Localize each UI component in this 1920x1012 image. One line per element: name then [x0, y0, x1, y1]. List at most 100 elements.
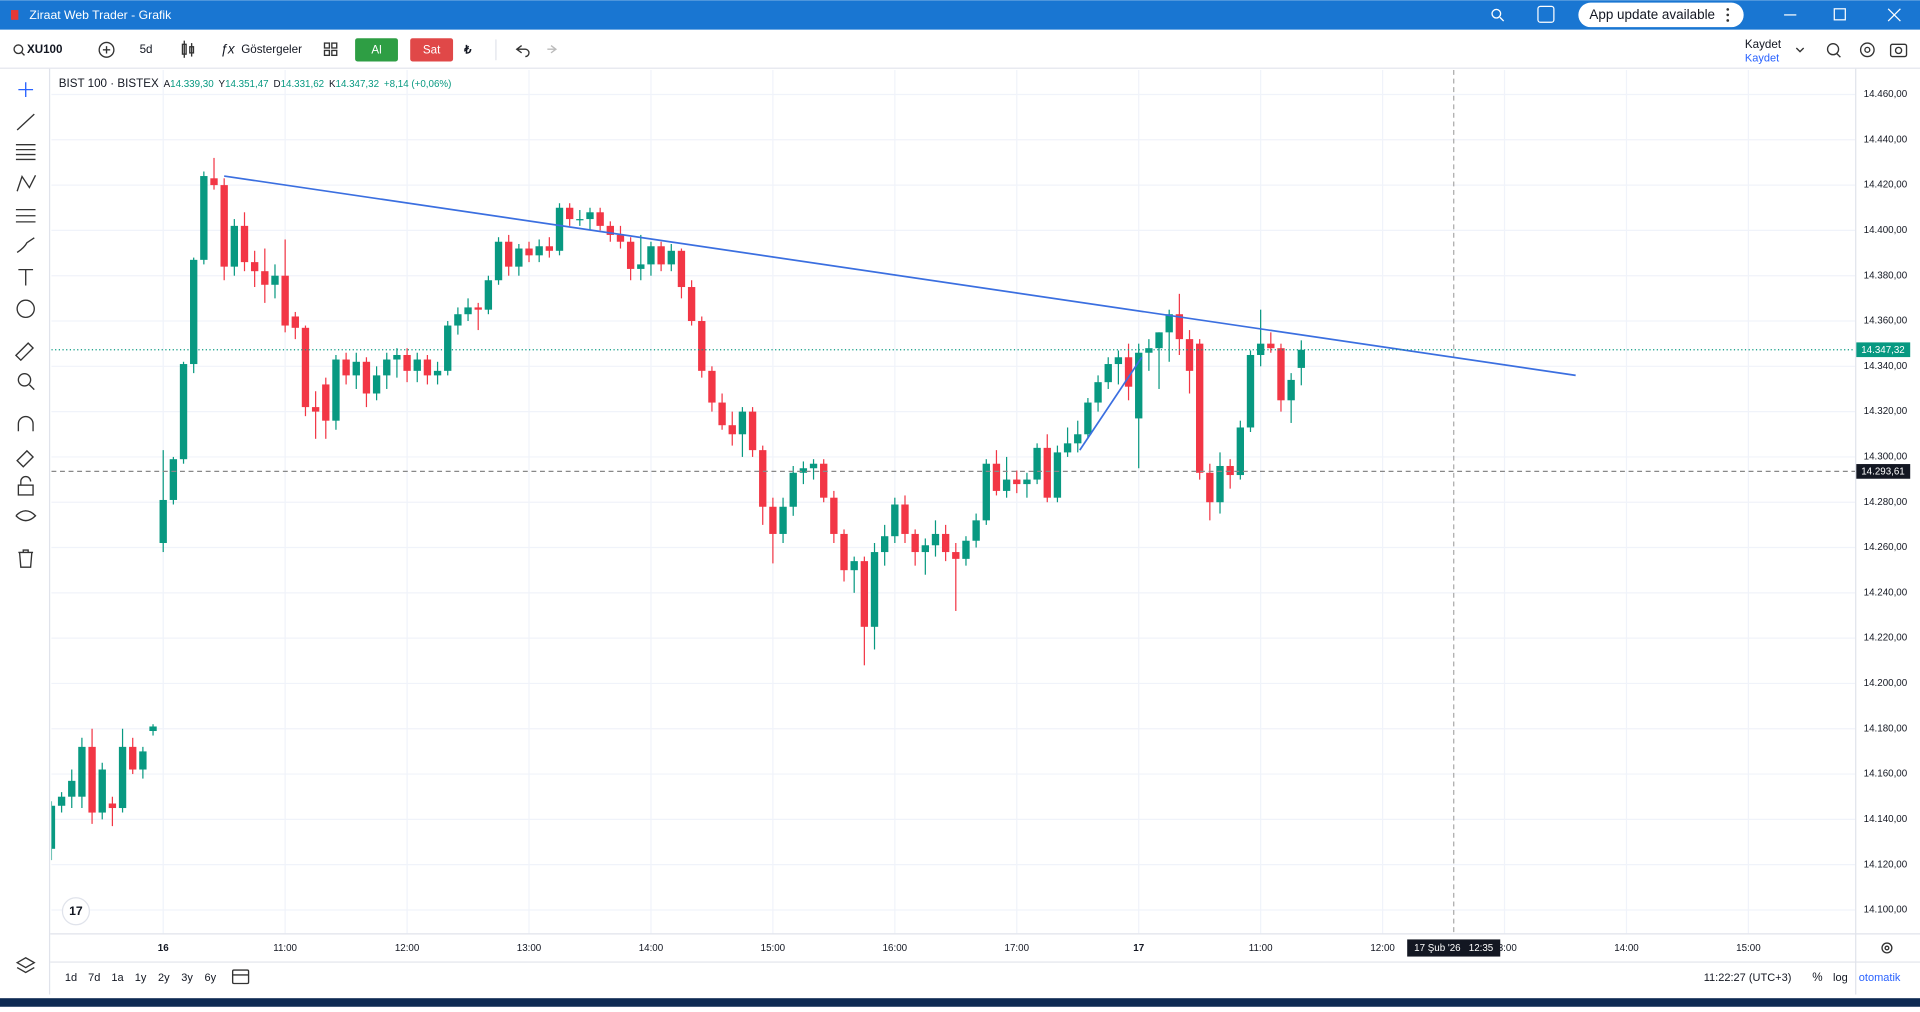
currency[interactable]: ₺ [463, 44, 472, 57]
x-tick-label: 13:00 [1492, 943, 1517, 954]
candle-body [1175, 314, 1184, 340]
tv-logo: 17 [61, 897, 90, 926]
drawing-tools[interactable] [14, 82, 37, 974]
range-button[interactable]: 1y [135, 972, 147, 984]
candle-body [667, 250, 675, 265]
axis-settings[interactable] [1881, 942, 1893, 954]
candle-body [88, 746, 96, 813]
sell-button[interactable] [410, 38, 454, 62]
save-dropdown[interactable] [1795, 47, 1805, 53]
fx-icon[interactable]: ƒx [220, 41, 235, 56]
y-tick-label: 14.180,00 [1864, 723, 1908, 734]
candle-body [1165, 314, 1173, 333]
candle-body [687, 287, 696, 322]
candle-body [129, 746, 137, 770]
candle-body [637, 264, 645, 269]
log-toggle[interactable]: log [1833, 972, 1848, 984]
range-button[interactable]: 1a [111, 972, 124, 984]
chart-type-icon[interactable] [181, 40, 195, 58]
candle-body [1226, 465, 1234, 476]
candle-body [98, 769, 106, 813]
candle-body [870, 552, 879, 627]
candle-body [271, 275, 279, 285]
candle-body [565, 207, 574, 220]
candle-body [809, 463, 818, 469]
candle-body [1196, 343, 1204, 473]
change: +8,14 (+0,06%) [384, 79, 451, 90]
range-button[interactable]: 3y [181, 972, 193, 984]
candle-body [799, 468, 808, 473]
range-button[interactable]: 6y [204, 972, 216, 984]
candle-body [555, 207, 564, 251]
x-tick-label: 13:00 [517, 943, 542, 954]
candle-body [738, 411, 747, 435]
candle-body [393, 354, 401, 360]
candle-body [240, 225, 249, 263]
candle-body [1216, 465, 1224, 503]
extension-icon[interactable] [1537, 5, 1555, 23]
y-tick-label: 14.280,00 [1864, 497, 1908, 508]
sell-text[interactable]: Sat [423, 44, 441, 57]
range-button[interactable]: 7d [88, 972, 100, 984]
interval[interactable]: 5d [140, 43, 153, 56]
candle-body [220, 185, 228, 267]
save[interactable]: Kaydet [1745, 38, 1782, 51]
candle-body [576, 219, 584, 221]
candle-body [1104, 364, 1112, 383]
candle-body [972, 520, 980, 541]
candle-body [1135, 352, 1143, 419]
x-tick-label: 16:00 [883, 943, 908, 954]
snapshot[interactable] [1889, 43, 1908, 58]
compare-icon[interactable] [98, 41, 115, 58]
candle-body [881, 536, 889, 553]
menu-dots[interactable] [1726, 8, 1730, 22]
range-button[interactable]: 2y [158, 972, 170, 984]
candle-body [383, 359, 391, 376]
search-icon[interactable] [1491, 8, 1505, 22]
layout-icon[interactable] [323, 42, 338, 57]
symbol[interactable]: XU100 [27, 43, 63, 56]
x-tick-label: 12:00 [1370, 943, 1395, 954]
buy-button[interactable] [355, 38, 398, 62]
candle-body [505, 241, 513, 267]
open-key: A [164, 79, 171, 90]
auto-toggle[interactable]: otomatik [1859, 972, 1901, 984]
candle-body [759, 450, 767, 507]
update-button[interactable] [1578, 2, 1744, 28]
close[interactable] [1887, 8, 1901, 22]
save-sub[interactable]: Kaydet [1745, 52, 1779, 64]
candle-body [51, 805, 56, 849]
update-text[interactable]: App update available [1589, 7, 1715, 22]
redo[interactable] [547, 45, 558, 54]
candle-body [941, 533, 950, 553]
candle-body [281, 275, 289, 326]
crosshair-time-label: 17 Şub '26 12:35 [1414, 943, 1494, 954]
undo[interactable] [515, 45, 530, 58]
symbol-search-icon[interactable] [13, 44, 25, 56]
candle-body [769, 506, 777, 534]
y-tick-label: 14.320,00 [1864, 406, 1908, 417]
candle-body [1013, 479, 1021, 485]
candle-body [1124, 357, 1133, 387]
x-tick-label: 15:00 [761, 943, 786, 954]
quick-search[interactable] [1826, 43, 1841, 58]
range-button[interactable]: 1d [65, 972, 77, 984]
candle-body [1206, 472, 1214, 503]
candle-body [474, 307, 482, 310]
y-tick-label: 14.400,00 [1864, 225, 1908, 236]
buy-text[interactable]: Al [371, 44, 381, 57]
candle-body [657, 246, 665, 265]
settings[interactable] [1859, 42, 1875, 58]
candle-body [820, 463, 828, 498]
candle-body [261, 271, 269, 285]
restore[interactable] [1833, 8, 1846, 21]
candle-body [535, 246, 543, 256]
percent-toggle[interactable]: % [1812, 971, 1822, 984]
high-value: 14.351,47 [225, 79, 269, 90]
candle-body [1297, 349, 1305, 368]
candle-body [891, 504, 899, 537]
plot-area [51, 157, 1856, 861]
indicators[interactable]: Göstergeler [241, 43, 302, 56]
date-range-icon[interactable] [231, 969, 250, 985]
candle-body [748, 411, 757, 451]
